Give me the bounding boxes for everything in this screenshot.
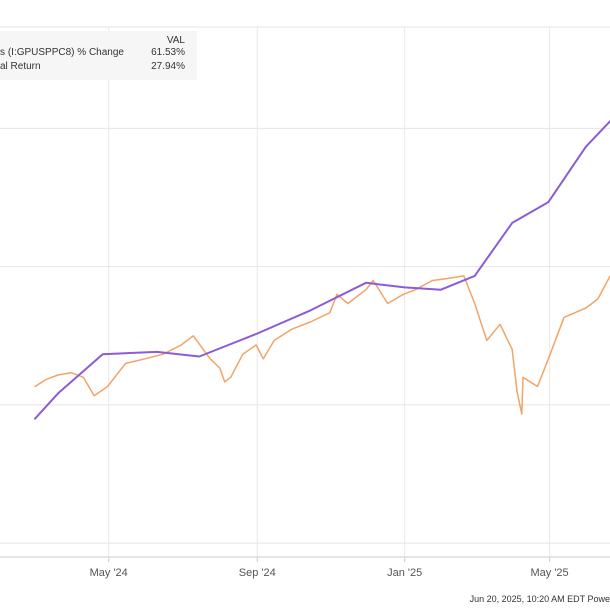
x-tick-label: May '25 <box>531 567 569 579</box>
legend-entry-gpu: llars (I:GPUSPPC8) % Change 61.53% <box>0 46 197 60</box>
x-tick-label: May '24 <box>90 567 128 579</box>
legend-series-name: llars (I:GPUSPPC8) % Change <box>0 47 124 58</box>
x-axis-ticks: May '24 Sep '24 Jan '25 May '25 <box>90 557 569 579</box>
x-tick-label: Sep '24 <box>239 567 276 579</box>
legend-entry-total-return: al Return 27.94% <box>0 60 197 74</box>
series-line-gpu-change <box>34 120 610 420</box>
grid-lines <box>0 26 610 558</box>
legend: VAL llars (I:GPUSPPC8) % Change 61.53% a… <box>0 31 197 80</box>
series-lines <box>34 120 610 420</box>
x-tick-label: Jan '25 <box>387 567 422 579</box>
legend-series-value: 61.53% <box>151 47 185 58</box>
series-line-total-return <box>34 275 610 415</box>
legend-series-name: al Return <box>0 61 41 72</box>
legend-header: VAL <box>166 35 185 46</box>
chart-footer: Jun 20, 2025, 10:20 AM EDT Powe <box>469 594 610 604</box>
legend-series-value: 27.94% <box>151 61 185 72</box>
